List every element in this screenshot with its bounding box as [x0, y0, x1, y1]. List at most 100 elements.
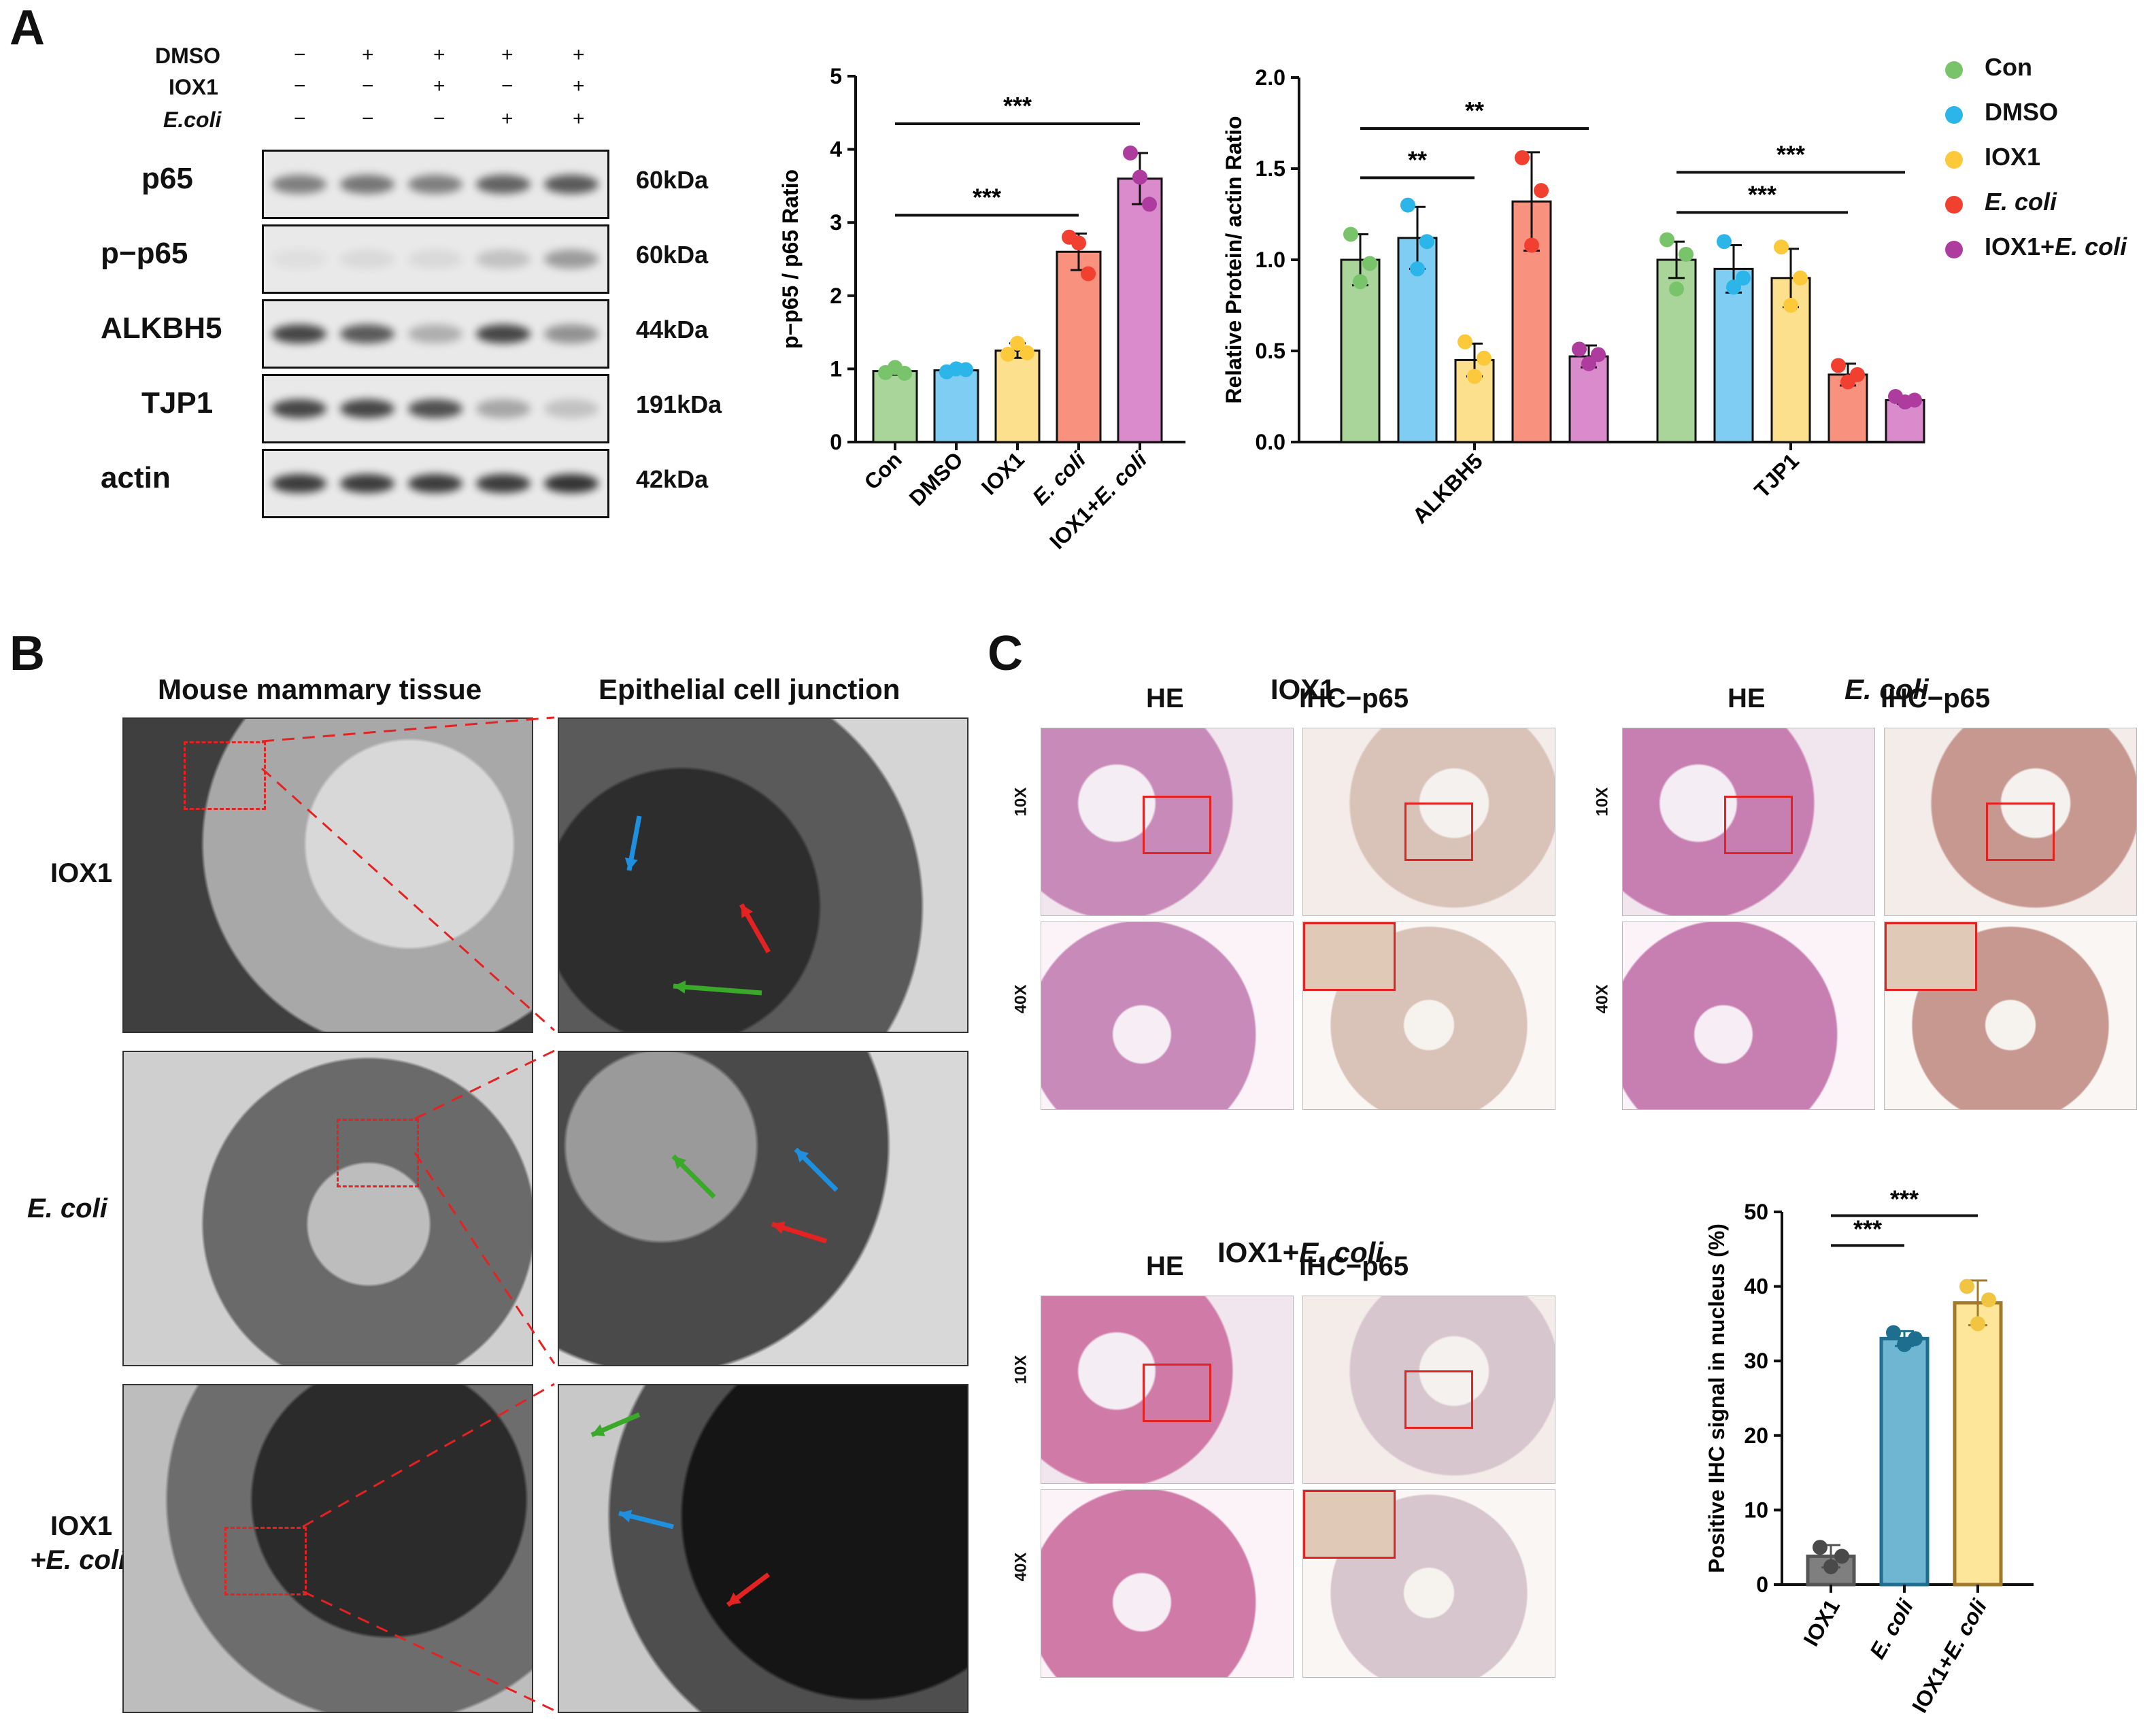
legend-text-italic: E. coli [1985, 188, 2057, 216]
significance-label: *** [1776, 140, 1805, 168]
blot-band [408, 250, 462, 269]
data-point [1774, 239, 1789, 255]
inset-zoom [1303, 922, 1396, 991]
zoom-box [1143, 1364, 1211, 1422]
protein-label: p65 [141, 162, 193, 195]
treatment-label-ecoli: E.coli [163, 107, 222, 132]
legend-item: IOX1+E. coli [1945, 233, 2149, 267]
data-point [1823, 1559, 1838, 1574]
he-40x-image [1041, 1489, 1294, 1678]
legend-text-italic: E. coli [2055, 233, 2127, 260]
row-label-ecoli: E. coli [27, 1194, 107, 1223]
protein-label: actin [101, 461, 171, 494]
legend-item: IOX1 [1945, 143, 2149, 177]
x-tick-label: TJP1 [1749, 448, 1804, 503]
legend-marker [1945, 151, 1963, 169]
data-point [1736, 270, 1751, 286]
significance-label: *** [1003, 92, 1032, 120]
data-point [1572, 341, 1587, 357]
data-point [1783, 298, 1798, 313]
he-40x-image [1041, 922, 1294, 1110]
data-point [1581, 356, 1596, 371]
legend-item: E. coli [1945, 188, 2149, 222]
mag-label-40x: 40X [1011, 1552, 1030, 1582]
mag-label-10x: 10X [1593, 787, 1612, 817]
y-tick-label: 1.0 [1256, 248, 1285, 272]
protein-label: ALKBH5 [101, 311, 222, 345]
data-point [1410, 261, 1425, 277]
significance-label: *** [973, 183, 1001, 211]
data-point [1010, 335, 1025, 351]
data-point [1591, 347, 1606, 362]
data-point [1886, 1325, 1901, 1340]
significance-label: *** [1890, 1185, 1919, 1213]
blot-strip [262, 150, 609, 219]
blot-band [544, 175, 599, 194]
data-point [1813, 1540, 1827, 1555]
zoom-box [1143, 796, 1211, 854]
blot-band [340, 324, 394, 343]
blot-strip [262, 224, 609, 294]
ihc-10x-image [1302, 1296, 1555, 1484]
blot-band [544, 250, 599, 269]
data-point [1793, 270, 1808, 286]
blot-band [544, 474, 599, 493]
x-tick-label: IOX1 [1798, 1595, 1845, 1651]
blot-band [408, 175, 462, 194]
em-junction-image [558, 1384, 968, 1713]
legend-text: Con [1985, 53, 2032, 81]
blot-band [272, 474, 326, 493]
y-tick-label: 1 [830, 356, 842, 381]
significance-label: ** [1465, 97, 1484, 124]
data-point [1907, 392, 1922, 408]
column-title-he: HE [1146, 683, 1184, 713]
legend-text: IOX1+ [1985, 233, 2055, 260]
group-title-iox1: IOX1 [1270, 673, 1336, 705]
y-tick-label: 20 [1744, 1423, 1768, 1448]
data-point [1362, 256, 1377, 271]
treatment-sign: − [362, 75, 374, 97]
blot-band [408, 324, 462, 343]
blot-band [408, 399, 462, 418]
data-point [1679, 246, 1694, 262]
column-title-he: HE [1728, 683, 1766, 713]
column-title-ihc: IHC−p65 [1881, 683, 1991, 713]
significance-label: *** [1748, 180, 1776, 208]
panel-label-c: C [988, 626, 1023, 681]
treatment-sign: + [573, 107, 585, 130]
data-point [1726, 280, 1741, 295]
mag-label-40x: 40X [1011, 984, 1030, 1014]
y-tick-label: 4 [830, 137, 842, 162]
data-point [1458, 334, 1472, 350]
kda-label: 60kDa [636, 166, 709, 194]
blot-band [544, 399, 599, 418]
data-point [1660, 232, 1674, 248]
chart-relative-protein: 0.0 0.5 1.0 1.5 2.0 Relative Protein/ actin R… [1224, 65, 1925, 528]
ihc-10x-image [1302, 728, 1555, 916]
inset-zoom [1885, 922, 1977, 991]
blot-band [340, 399, 394, 418]
data-point [1524, 237, 1539, 253]
kda-label: 42kDa [636, 465, 709, 493]
data-point [1669, 281, 1684, 297]
blot-band [476, 250, 530, 269]
zoom-box [1404, 802, 1473, 861]
data-point [1981, 1292, 1996, 1308]
treatment-sign: + [573, 75, 585, 97]
treatment-sign: + [501, 44, 513, 66]
y-tick-label: 10 [1744, 1498, 1768, 1522]
bar [872, 370, 918, 443]
data-point [1717, 234, 1732, 250]
data-point [958, 362, 973, 377]
treatment-sign: − [433, 107, 445, 130]
data-point [1534, 183, 1549, 199]
column-title-he: HE [1146, 1251, 1184, 1281]
y-tick-label: 1.5 [1256, 156, 1285, 181]
treatment-sign: + [573, 44, 585, 66]
data-point [897, 365, 912, 381]
treatment-sign: + [433, 75, 445, 97]
treatment-sign: − [501, 75, 513, 97]
zoom-box [1986, 802, 2055, 861]
legend-marker [1945, 61, 1963, 79]
